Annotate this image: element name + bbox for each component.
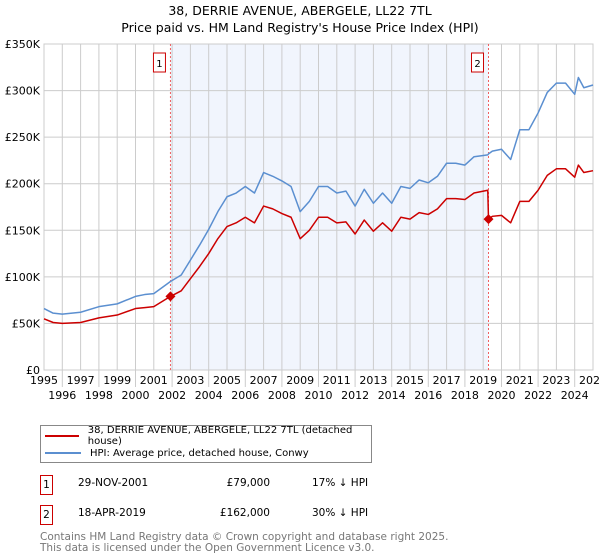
chart-title: 38, DERRIE AVENUE, ABERGELE, LL22 7TL [168,3,432,18]
y-tick-label: £50K [12,317,41,330]
plot-area: 1995 1996 1997 1998 1999 2000 2001 2002 2003 2004… [5,38,600,402]
x-tick-label: 2006 [231,389,259,402]
sale-label-box [152,52,166,73]
property-price-line [43,164,594,325]
y-tick-label: £350K [5,38,41,51]
chart-subtitle: Price paid vs. HM Land Registry's House … [121,20,479,35]
x-tick-label: 2014 [378,389,406,402]
x-tick-label: 2015 [396,374,424,387]
sale-point [483,214,494,225]
x-tick-label: 2007 [250,374,278,387]
legend-swatch-blue [45,452,81,454]
x-tick-label: 2013 [359,374,387,387]
x-tick-label: 2008 [268,389,296,402]
x-tick-label: 2023 [542,374,570,387]
table-row: 2 18-APR-2019 £162,000 30% ↓ HPI [40,505,440,525]
sale-badge: 1 [40,475,53,495]
sale-point [165,291,176,302]
x-tick-label: 1999 [103,374,131,387]
table-row: 1 29-NOV-2001 £79,000 17% ↓ HPI [40,475,440,495]
sale-label: 1 [156,59,162,70]
x-tick-label: 2005 [213,374,241,387]
x-tick-label: 2011 [323,374,351,387]
x-tick-label: 2020 [488,389,516,402]
x-tick-label: 2019 [469,374,497,387]
sale-badge: 2 [40,505,53,525]
footer-line-2: This data is licensed under the Open Gov… [40,542,375,554]
x-tick-label: 2016 [414,389,442,402]
x-tick-label: 2021 [506,374,534,387]
y-tick-label: £200K [5,178,41,191]
legend: 38, DERRIE AVENUE, ABERGELE, LL22 7TL (d… [40,425,372,463]
x-tick-label: 2012 [341,389,369,402]
x-tick-label: 2018 [451,389,479,402]
x-tick-label: 2017 [433,374,461,387]
x-tick-label: 1998 [85,389,113,402]
legend-item-property: 38, DERRIE AVENUE, ABERGELE, LL22 7TL (d… [45,425,371,447]
x-tick-label: 1997 [67,374,95,387]
x-tick-label: 2024 [561,389,589,402]
x-tick-label: 1995 [30,374,58,387]
sale-price: £79,000 [226,477,270,489]
x-tick-label: 1996 [48,389,76,402]
sale-label-box [471,52,485,73]
hpi-line [43,76,594,315]
x-tick-label: 2009 [286,374,314,387]
y-tick-label: £250K [5,131,41,144]
legend-label: HPI: Average price, detached house, Conw… [90,447,309,459]
sale-label: 2 [474,59,480,70]
y-tick-label: £300K [5,85,41,98]
y-tick-label: £100K [5,271,41,284]
x-tick-label: 2003 [176,374,204,387]
sale-hpi-diff: 30% ↓ HPI [312,507,369,519]
sale-price: £162,000 [219,507,270,519]
x-tick-label: 2025 [579,374,600,387]
sale-date: 29-NOV-2001 [78,477,149,489]
legend-swatch-red [45,435,79,437]
plot-border [43,43,594,371]
x-tick-label: 2000 [122,389,150,402]
legend-item-hpi: HPI: Average price, detached house, Conw… [45,445,309,461]
x-tick-label: 2004 [195,389,223,402]
x-tick-label: 2002 [158,389,186,402]
sale-date: 18-APR-2019 [78,507,146,519]
legend-label: 38, DERRIE AVENUE, ABERGELE, LL22 7TL (d… [87,425,353,447]
x-tick-label: 2022 [524,389,552,402]
y-tick-label: £150K [5,224,41,237]
footer-line-1: Contains HM Land Registry data © Crown c… [40,531,449,543]
x-tick-label: 2010 [305,389,333,402]
sale-hpi-diff: 17% ↓ HPI [312,477,369,489]
x-tick-label: 2001 [140,374,168,387]
y-tick-label: £0 [26,364,40,377]
shaded-ownership-period [170,44,489,370]
